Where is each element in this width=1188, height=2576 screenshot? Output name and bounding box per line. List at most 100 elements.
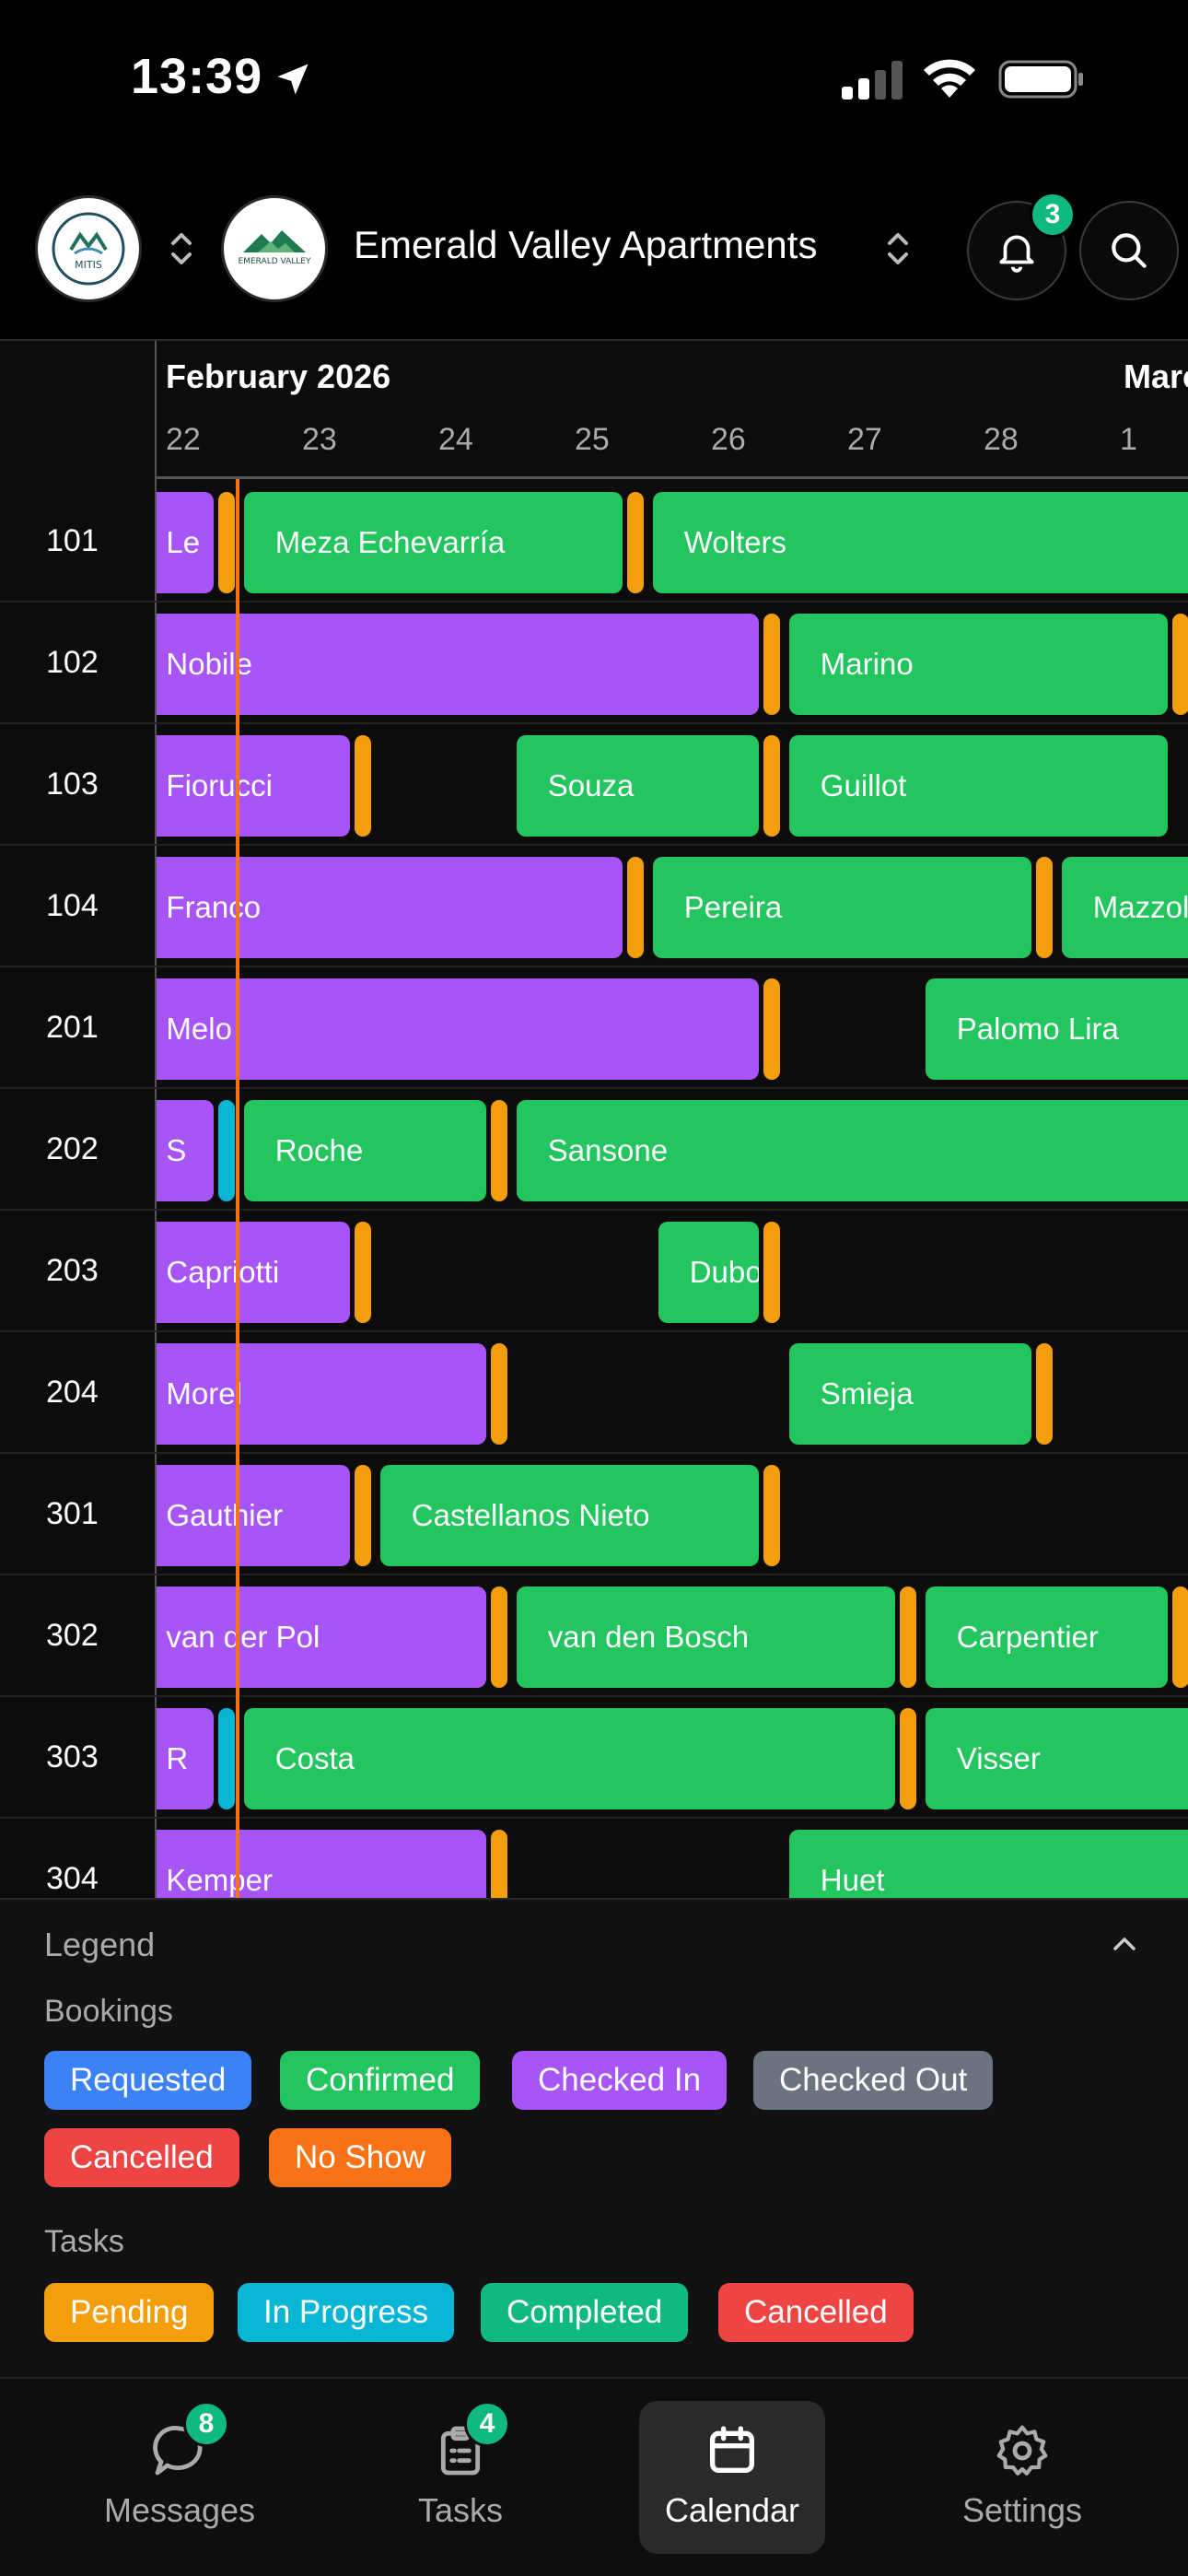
booking-bar[interactable]: Smieja bbox=[788, 1343, 1032, 1445]
org-switch-chevron-icon[interactable] bbox=[168, 228, 195, 269]
task-marker[interactable] bbox=[491, 1587, 508, 1688]
task-marker[interactable] bbox=[1172, 1587, 1188, 1688]
booking-bar[interactable]: Palomo Lira bbox=[925, 978, 1188, 1080]
booking-bar[interactable]: Huet bbox=[788, 1830, 1188, 1898]
booking-bar[interactable]: van den Bosch bbox=[516, 1587, 896, 1688]
room-timeline[interactable]: van der Pol van den Bosch Carpentier bbox=[157, 1575, 1188, 1695]
booking-bar[interactable]: Castellanos Nieto bbox=[379, 1465, 760, 1566]
task-marker[interactable] bbox=[1036, 857, 1054, 958]
booking-bar[interactable]: Melo bbox=[157, 978, 760, 1080]
booking-bar[interactable]: Guillot bbox=[788, 735, 1169, 837]
room-number[interactable]: 303 bbox=[0, 1697, 157, 1817]
booking-bar[interactable]: Capriotti bbox=[157, 1222, 351, 1323]
task-marker[interactable] bbox=[763, 978, 781, 1080]
task-marker[interactable] bbox=[763, 1465, 781, 1566]
task-marker[interactable] bbox=[355, 1465, 372, 1566]
room-number[interactable]: 103 bbox=[0, 724, 157, 844]
booking-bar[interactable]: Nobile bbox=[157, 614, 760, 715]
room-number[interactable]: 304 bbox=[0, 1819, 157, 1898]
task-marker[interactable] bbox=[1036, 1343, 1054, 1445]
room-timeline[interactable]: Franco Pereira Mazzola bbox=[157, 846, 1188, 966]
room-number[interactable]: 104 bbox=[0, 846, 157, 966]
task-marker[interactable] bbox=[491, 1343, 508, 1445]
task-marker[interactable] bbox=[627, 857, 645, 958]
legend-bookings-label: Bookings bbox=[44, 1994, 173, 2029]
today-indicator-line bbox=[236, 479, 239, 1898]
room-timeline[interactable]: Melo Palomo Lira bbox=[157, 967, 1188, 1087]
booking-bar[interactable]: Wolters bbox=[652, 492, 1188, 593]
legend-chip: Cancelled bbox=[718, 2283, 914, 2342]
task-marker[interactable] bbox=[491, 1100, 508, 1201]
booking-bar[interactable]: Pereira bbox=[652, 857, 1032, 958]
room-number[interactable]: 201 bbox=[0, 967, 157, 1087]
legend-chip: No Show bbox=[269, 2128, 452, 2187]
room-row: 201 Melo Palomo Lira bbox=[0, 967, 1188, 1089]
room-timeline[interactable]: Morel Smieja bbox=[157, 1332, 1188, 1452]
room-timeline[interactable]: Kemper Huet bbox=[157, 1819, 1188, 1898]
task-marker[interactable] bbox=[900, 1708, 917, 1809]
search-button[interactable] bbox=[1079, 201, 1179, 300]
room-number[interactable]: 101 bbox=[0, 481, 157, 601]
booking-bar[interactable]: Meza Echevarría bbox=[243, 492, 623, 593]
booking-bar[interactable]: Marino bbox=[788, 614, 1169, 715]
booking-bar[interactable]: Gauthier bbox=[157, 1465, 351, 1566]
booking-bar[interactable]: Morel bbox=[157, 1343, 487, 1445]
task-marker[interactable] bbox=[763, 735, 781, 837]
booking-bar[interactable]: Visser bbox=[925, 1708, 1188, 1809]
booking-bar[interactable]: Carpentier bbox=[925, 1587, 1169, 1688]
room-timeline[interactable]: Le Meza Echevarría Wolters bbox=[157, 481, 1188, 601]
booking-bar[interactable]: Sansone bbox=[516, 1100, 1188, 1201]
booking-bar[interactable]: Kemper bbox=[157, 1830, 487, 1898]
property-switch-chevron-icon[interactable] bbox=[884, 228, 912, 269]
room-timeline[interactable]: Nobile Marino bbox=[157, 603, 1188, 722]
property-name[interactable]: Emerald Valley Apartments bbox=[354, 223, 818, 266]
room-number[interactable]: 202 bbox=[0, 1089, 157, 1209]
tab-settings[interactable]: Settings bbox=[934, 2401, 1111, 2554]
task-marker[interactable] bbox=[218, 1100, 236, 1201]
booking-bar[interactable]: R bbox=[157, 1708, 215, 1809]
room-timeline[interactable]: R Costa Visser bbox=[157, 1697, 1188, 1817]
tab-label: Tasks bbox=[417, 2491, 504, 2529]
booking-bar[interactable]: van der Pol bbox=[157, 1587, 487, 1688]
task-marker[interactable] bbox=[355, 735, 372, 837]
booking-bar[interactable]: Roche bbox=[243, 1100, 487, 1201]
day-label: 28 bbox=[984, 422, 1019, 457]
task-marker[interactable] bbox=[218, 1708, 236, 1809]
legend-chip: Pending bbox=[44, 2283, 215, 2342]
property-logo-button[interactable]: EMERALD VALLEY bbox=[221, 195, 328, 302]
task-marker[interactable] bbox=[627, 492, 645, 593]
task-marker[interactable] bbox=[218, 492, 236, 593]
room-number[interactable]: 204 bbox=[0, 1332, 157, 1452]
chevron-up-icon[interactable] bbox=[1109, 1931, 1140, 1957]
booking-bar[interactable]: Dubois bbox=[658, 1222, 760, 1323]
booking-bar[interactable]: Souza bbox=[516, 735, 760, 837]
room-timeline[interactable]: Fiorucci Souza Guillot bbox=[157, 724, 1188, 844]
room-number[interactable]: 203 bbox=[0, 1211, 157, 1330]
legend-chip: In Progress bbox=[238, 2283, 454, 2342]
task-marker[interactable] bbox=[1172, 614, 1188, 715]
task-marker[interactable] bbox=[491, 1830, 508, 1898]
tab-calendar[interactable]: Calendar bbox=[639, 2401, 825, 2554]
booking-calendar[interactable]: February 2026 Marc 22 23 24 25 26 27 28 1 101Le… bbox=[0, 339, 1188, 1898]
tab-tasks[interactable]: Tasks 4 bbox=[387, 2401, 534, 2554]
room-number[interactable]: 102 bbox=[0, 603, 157, 722]
tab-messages[interactable]: Messages 8 bbox=[77, 2401, 282, 2554]
booking-bar[interactable]: S bbox=[157, 1100, 215, 1201]
room-row: 304 Kemper Huet bbox=[0, 1819, 1188, 1898]
booking-bar[interactable]: Franco bbox=[157, 857, 623, 958]
org-logo-button[interactable]: MITIS bbox=[35, 195, 142, 302]
booking-bar[interactable]: Costa bbox=[243, 1708, 896, 1809]
booking-bar[interactable]: Le bbox=[157, 492, 215, 593]
booking-bar[interactable]: Mazzola bbox=[1061, 857, 1188, 958]
room-number[interactable]: 302 bbox=[0, 1575, 157, 1695]
room-timeline[interactable]: Capriotti Dubois bbox=[157, 1211, 1188, 1330]
booking-bar[interactable]: Fiorucci bbox=[157, 735, 351, 837]
task-marker[interactable] bbox=[355, 1222, 372, 1323]
task-marker[interactable] bbox=[763, 614, 781, 715]
room-number[interactable]: 301 bbox=[0, 1454, 157, 1574]
room-timeline[interactable]: S Roche Sansone bbox=[157, 1089, 1188, 1209]
task-marker[interactable] bbox=[763, 1222, 781, 1323]
task-marker[interactable] bbox=[900, 1587, 917, 1688]
room-timeline[interactable]: Gauthier Castellanos Nieto bbox=[157, 1454, 1188, 1574]
